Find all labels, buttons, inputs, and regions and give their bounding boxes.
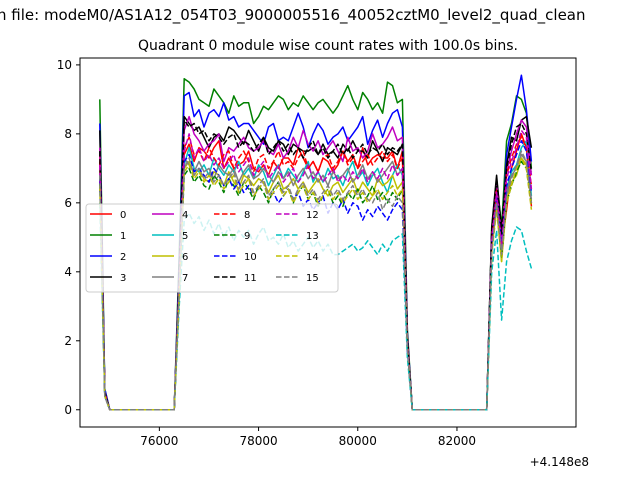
y-tick-label: 6 bbox=[64, 196, 72, 210]
legend-label-8: 8 bbox=[244, 210, 250, 221]
chart-title: Quadrant 0 module wise count rates with … bbox=[138, 38, 518, 54]
legend-label-15: 15 bbox=[306, 273, 319, 284]
legend-label-14: 14 bbox=[306, 252, 319, 263]
x-tick-label: 78000 bbox=[239, 434, 277, 448]
legend-label-7: 7 bbox=[182, 273, 188, 284]
legend-label-4: 4 bbox=[182, 210, 188, 221]
y-tick-label: 8 bbox=[64, 127, 72, 141]
legend-box bbox=[85, 203, 339, 293]
y-tick-label: 0 bbox=[64, 403, 72, 417]
legend-label-2: 2 bbox=[120, 252, 126, 263]
legend-label-5: 5 bbox=[182, 231, 188, 242]
legend-label-0: 0 bbox=[120, 210, 126, 221]
legend-label-1: 1 bbox=[120, 231, 126, 242]
legend-label-6: 6 bbox=[182, 252, 188, 263]
legend-label-9: 9 bbox=[244, 231, 250, 242]
x-tick-label: 82000 bbox=[438, 434, 476, 448]
x-tick-label: 76000 bbox=[140, 434, 178, 448]
series-line-8 bbox=[99, 136, 533, 411]
axes-frame bbox=[79, 57, 577, 428]
legend-label-11: 11 bbox=[244, 273, 257, 284]
y-tick-label: 2 bbox=[64, 334, 72, 348]
x-offset-label: +4.148e8 bbox=[530, 455, 589, 469]
y-tick-label: 10 bbox=[57, 58, 72, 72]
legend-label-10: 10 bbox=[244, 252, 257, 263]
legend-label-3: 3 bbox=[120, 273, 126, 284]
y-axis: 0 2 4 6 8 10 bbox=[57, 58, 80, 417]
x-tick-label: 80000 bbox=[339, 434, 377, 448]
figure-suptitle: n file: modeM0/AS1A12_054T03_9000005516_… bbox=[0, 6, 586, 24]
legend-label-13: 13 bbox=[306, 231, 319, 242]
series-line-15 bbox=[99, 150, 533, 411]
x-axis: 76000 78000 80000 82000 bbox=[140, 427, 476, 448]
legend-label-12: 12 bbox=[306, 210, 319, 221]
y-tick-label: 4 bbox=[64, 265, 72, 279]
